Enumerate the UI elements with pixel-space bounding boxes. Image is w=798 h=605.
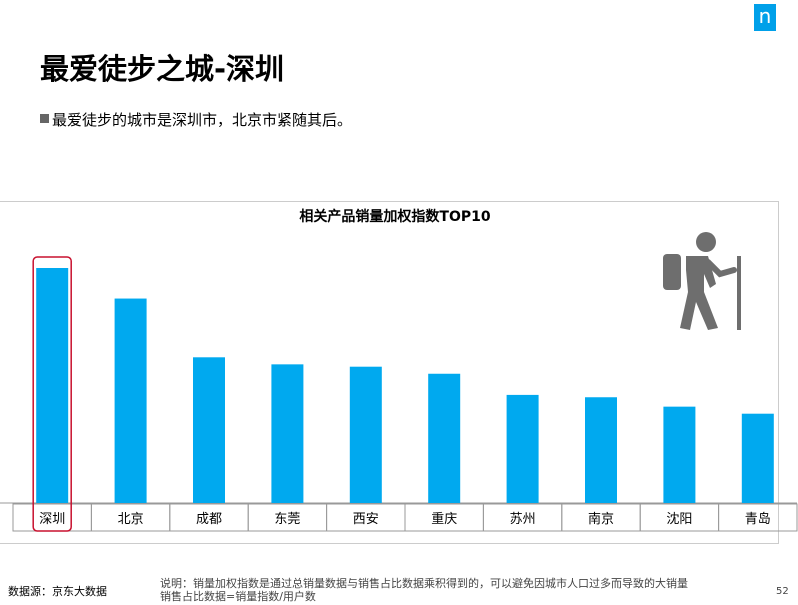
bar-5 <box>349 366 382 503</box>
bar-8 <box>585 397 617 503</box>
category-label-7: 苏州 <box>510 511 536 527</box>
category-label-2: 北京 <box>118 512 144 527</box>
note-line-2: 销售占比数据=销量指数/用户数 <box>160 590 316 603</box>
bullet-square-icon <box>40 114 49 123</box>
category-label-3: 成都 <box>196 512 222 527</box>
note-line-1: 说明：销量加权指数是通过总销量数据与销售占比数据乘积得到的，可以避免因城市人口过… <box>160 577 688 590</box>
page-number: 52 <box>776 586 789 597</box>
bar-4 <box>271 364 304 503</box>
category-label-9: 沈阳 <box>666 512 692 527</box>
category-cell-10 <box>718 503 798 532</box>
chart-title: 相关产品销量加权指数TOP10 <box>299 209 491 225</box>
page-title: 最爱徒步之城-深圳 <box>40 52 285 86</box>
category-label-10: 青岛 <box>745 511 771 527</box>
category-label-1: 深圳 <box>39 512 65 527</box>
category-label-8: 南京 <box>588 511 614 527</box>
brand-logo-icon: n <box>754 4 776 31</box>
bar-10 <box>741 413 774 503</box>
bar-9 <box>663 406 696 503</box>
bullet-text: 最爱徒步的城市是深圳市，北京市紧随其后。 <box>40 109 352 130</box>
bar-2 <box>114 298 147 503</box>
bar-1 <box>36 268 69 503</box>
data-source: 数据源：京东大数据 <box>8 585 107 598</box>
category-label-6: 重庆 <box>431 511 457 527</box>
category-label-5: 西安 <box>353 512 379 527</box>
category-label-4: 东莞 <box>274 512 300 527</box>
bullet-text-content: 最爱徒步的城市是深圳市，北京市紧随其后。 <box>52 111 353 129</box>
hiker-icon <box>663 232 741 330</box>
bar-3 <box>193 357 225 503</box>
bar-6 <box>428 373 461 503</box>
highlight-frame <box>32 256 72 532</box>
bar-7 <box>506 394 539 503</box>
chart-note: 说明：销量加权指数是通过总销量数据与销售占比数据乘积得到的，可以避免因城市人口过… <box>160 577 740 603</box>
